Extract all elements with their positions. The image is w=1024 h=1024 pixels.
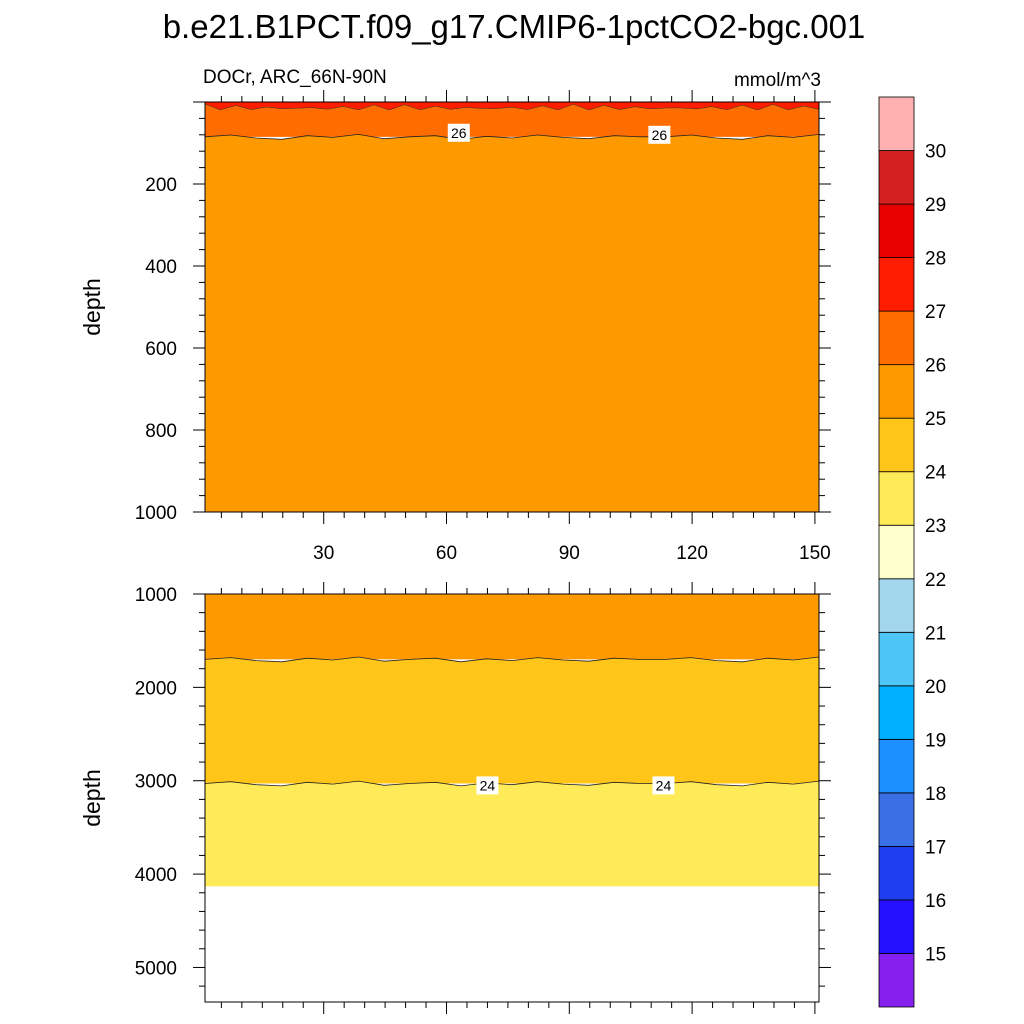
y-tick-label: 5000 [135, 958, 177, 979]
contour-label-box [648, 125, 671, 144]
colorbar-swatch [878, 953, 915, 1008]
panel-upper: 26 26 200 400 600 800 1000 30 60 90 120 150 depth [79, 90, 831, 564]
x-tick-label: 150 [799, 543, 831, 564]
contour-label-text: 24 [656, 777, 672, 793]
colorbar-label: 24 [925, 463, 947, 484]
colorbar-label: 28 [925, 249, 946, 270]
y-tick-label: 3000 [135, 772, 177, 793]
colorbar-label: 22 [925, 570, 946, 591]
surface-max-region [205, 102, 819, 111]
colorbar-swatch [878, 203, 915, 258]
colorbar-label: 25 [925, 409, 946, 430]
contour-label: 24 [652, 776, 675, 795]
contour-label-box [447, 123, 470, 142]
panel-content [205, 102, 819, 512]
colorbar-label: 15 [925, 944, 946, 965]
x-tick-label: 90 [559, 543, 580, 564]
y-tick-label: 400 [145, 257, 177, 278]
y-axis-title: depth [79, 769, 105, 827]
colorbar-swatch [878, 417, 915, 473]
colorbar-label: 21 [925, 623, 946, 644]
contour-band-23-24 [205, 781, 819, 887]
colorbar-swatch [878, 738, 915, 794]
x-tick-label: 60 [436, 543, 457, 564]
y-tick-label: 2000 [135, 678, 177, 699]
contour-label-text: 24 [480, 777, 496, 793]
colorbar-swatch [878, 846, 915, 901]
plot-frame [204, 101, 820, 513]
colorbar-swatch [878, 96, 915, 151]
panel-content [205, 594, 819, 887]
contour-line-24 [205, 780, 819, 787]
colorbar-label: 19 [925, 730, 946, 751]
colorbar-label: 30 [925, 142, 946, 163]
colorbar-label: 29 [925, 195, 946, 216]
contour-label: 26 [447, 123, 470, 142]
y-tick-label: 1000 [135, 585, 177, 606]
colorbar-label: 16 [925, 891, 946, 912]
contour-label-text: 26 [652, 127, 668, 143]
colorbar-swatch [878, 150, 915, 205]
colorbar-swatch [878, 631, 915, 687]
contour-label-box [652, 776, 675, 795]
x-tick-label: 120 [676, 543, 708, 564]
colorbar-swatch [878, 899, 915, 954]
y-tick-label: 200 [145, 175, 177, 196]
y-tick-label: 800 [145, 421, 177, 442]
colorbar-label: 26 [925, 356, 946, 377]
contour-line-26 [205, 133, 819, 140]
colorbar-label: 18 [925, 784, 946, 805]
colorbar-swatch [878, 792, 915, 847]
contour-band-25-26 [205, 594, 819, 660]
y-axis-title: depth [79, 278, 105, 336]
colorbar-swatch [878, 257, 915, 312]
plot-frame [204, 593, 820, 1003]
colorbar-swatch [878, 685, 915, 740]
colorbar-swatch [878, 364, 915, 419]
contour-label: 26 [648, 125, 671, 144]
panel-lower: 24 24 1000 2000 3000 4000 5000 depth [79, 582, 831, 1014]
y-tick-label: 4000 [135, 865, 177, 886]
contour-band-25-26 [205, 134, 819, 512]
y-tick-label: 600 [145, 339, 177, 360]
colorbar-label: 27 [925, 302, 946, 323]
contour-label-text: 26 [451, 125, 467, 141]
y-tick-label: 1000 [135, 503, 177, 524]
colorbar-label: 17 [925, 837, 946, 858]
colorbar-label: 23 [925, 516, 946, 537]
contour-line-25 [205, 656, 819, 663]
colorbar-label: 20 [925, 677, 946, 698]
contour-label: 24 [476, 776, 499, 795]
contour-band-24-25 [205, 657, 819, 784]
colorbar-swatch [878, 310, 915, 366]
colorbar: 15 16 17 18 19 20 21 22 23 24 25 26 27 28 29 30 [878, 96, 947, 1008]
variable-region-label: DOCr, ARC_66N-90N [203, 67, 387, 88]
x-tick-label: 30 [313, 543, 334, 564]
chart-title: b.e21.B1PCT.f09_g17.CMIP6-1pctCO2-bgc.00… [163, 8, 866, 45]
colorbar-swatch [878, 471, 915, 526]
colorbar-swatch [878, 578, 915, 633]
contour-label-box [476, 776, 499, 795]
units-label: mmol/m^3 [734, 70, 821, 91]
colorbar-swatch [878, 524, 915, 580]
